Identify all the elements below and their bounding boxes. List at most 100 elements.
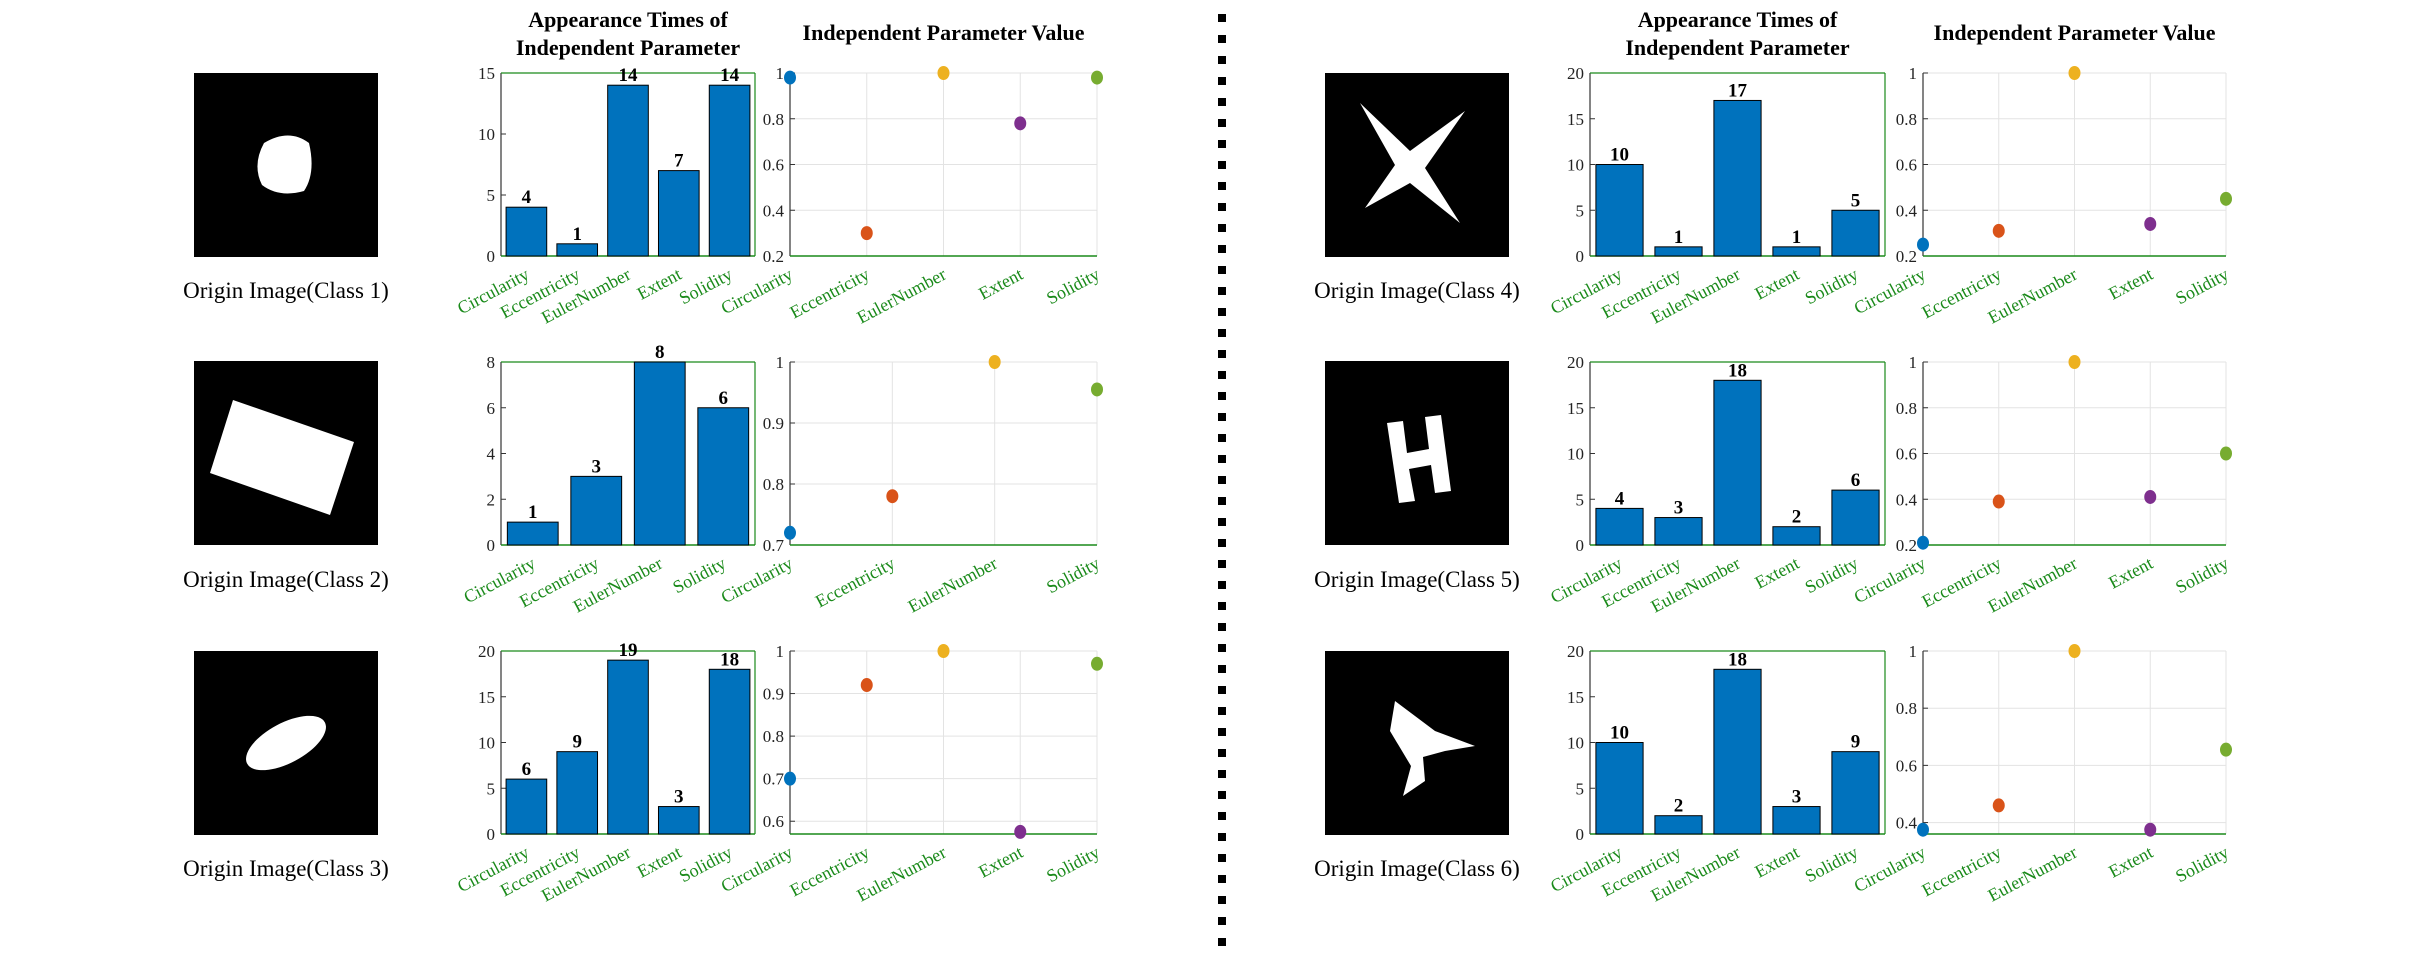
bar (633, 361, 686, 546)
y-tick-label: 4 (487, 445, 496, 464)
chart-title: Independent Parameter Value (1934, 20, 2216, 45)
y-tick-label: 0.7 (763, 770, 785, 789)
point (1091, 656, 1103, 671)
point (1091, 70, 1103, 85)
x-tick-label: Solidity (1043, 842, 1103, 886)
y-tick-label: 10 (478, 734, 495, 753)
y-tick-label: 10 (1567, 156, 1584, 175)
data-label: 6 (1851, 470, 1861, 491)
bar (1713, 99, 1762, 257)
y-tick-label: 0.9 (763, 414, 784, 433)
point (860, 226, 873, 241)
y-tick-label: 15 (1567, 399, 1584, 418)
data-label: 9 (1851, 732, 1861, 753)
y-tick-label: 5 (487, 186, 496, 205)
data-label: 19 (619, 640, 638, 661)
data-label: 10 (1610, 145, 1629, 166)
data-label: 5 (1851, 190, 1861, 211)
bar (556, 751, 599, 835)
y-tick-label: 20 (478, 642, 495, 661)
y-tick-label: 5 (1576, 779, 1585, 798)
x-tick-label: Circularity (718, 553, 796, 607)
bar (1772, 526, 1821, 546)
y-tick-label: 1 (1909, 64, 1918, 83)
x-tick-label: Circularity (1851, 842, 1929, 896)
x-tick-label: Circularity (1851, 264, 1929, 318)
image (194, 651, 378, 835)
chart-title: Independent Parameter Value (803, 20, 1085, 45)
y-tick-label: 0 (1576, 536, 1585, 555)
bar (708, 84, 751, 257)
chart-title: Appearance Times of (1638, 7, 1838, 32)
y-tick-label: 15 (478, 64, 495, 83)
point (1091, 382, 1103, 397)
x-tick-label: Extent (2105, 264, 2156, 304)
x-tick-label: Circularity (1851, 553, 1929, 607)
bar (1595, 164, 1644, 257)
x-tick-label: Solidity (2172, 264, 2232, 308)
bar (1595, 507, 1644, 546)
x-tick-label: Solidity (2172, 553, 2232, 597)
y-tick-label: 0.8 (1896, 399, 1917, 418)
bar (607, 84, 649, 257)
data-label: 1 (1792, 227, 1802, 248)
y-tick-label: 10 (1567, 734, 1584, 753)
y-tick-label: 15 (1567, 688, 1584, 707)
y-tick-label: 2 (487, 490, 496, 509)
y-tick-label: 0 (487, 536, 496, 555)
y-tick-label: 20 (1567, 353, 1584, 372)
x-tick-label: Extent (1751, 264, 1802, 304)
point (1917, 237, 1929, 252)
point (988, 355, 1001, 369)
caption: Origin Image(Class 6) (1314, 856, 1520, 881)
image (1325, 651, 1509, 835)
point (1917, 822, 1929, 837)
point (2144, 216, 2157, 231)
image (1325, 73, 1509, 257)
data-label: 3 (674, 787, 684, 808)
bar (1831, 209, 1880, 257)
y-tick-label: 6 (487, 399, 496, 418)
x-tick-label: Extent (634, 264, 685, 304)
data-label: 7 (674, 151, 684, 172)
y-tick-label: 0 (487, 247, 496, 266)
point (2068, 66, 2081, 80)
y-tick-label: 0.8 (1896, 699, 1917, 718)
bar (657, 170, 700, 257)
y-tick-label: 0.4 (1896, 814, 1918, 833)
image (194, 361, 378, 545)
bar (505, 778, 548, 835)
point (937, 66, 950, 80)
y-tick-label: 0.8 (763, 727, 784, 746)
y-tick-label: 15 (478, 688, 495, 707)
point (1992, 798, 2005, 813)
y-tick-label: 0 (1576, 247, 1585, 266)
y-tick-label: 1 (776, 353, 785, 372)
x-tick-label: EulerNumber (905, 553, 1001, 617)
point (2144, 489, 2157, 504)
bar (1772, 246, 1821, 257)
bar (556, 243, 599, 257)
point (2068, 355, 2081, 369)
y-tick-label: 15 (1567, 110, 1584, 129)
point (784, 70, 796, 85)
point (1014, 116, 1027, 131)
y-tick-label: 0 (487, 825, 496, 844)
x-tick-label: Solidity (1043, 553, 1103, 597)
y-tick-label: 20 (1567, 64, 1584, 83)
y-tick-label: 0.6 (1896, 756, 1917, 775)
y-tick-label: 0.2 (1896, 536, 1917, 555)
point (886, 489, 899, 504)
bar (1713, 668, 1762, 835)
x-tick-label: Extent (1751, 553, 1802, 593)
y-tick-label: 0.6 (1896, 156, 1917, 175)
point (784, 525, 796, 540)
data-label: 18 (1728, 649, 1747, 670)
data-label: 3 (592, 456, 602, 477)
image (194, 73, 378, 257)
point (1992, 223, 2005, 238)
data-label: 8 (655, 342, 665, 363)
y-tick-label: 20 (1567, 642, 1584, 661)
bar (708, 668, 751, 835)
data-label: 1 (572, 224, 582, 245)
